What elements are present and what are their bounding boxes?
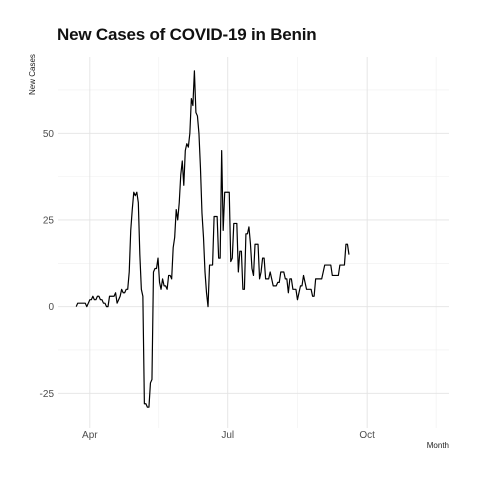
- x-tick-labels: Apr Jul Oct: [82, 430, 375, 441]
- series-line: [75, 70, 350, 408]
- x-tick-label: Jul: [221, 430, 234, 441]
- y-tick-label: -25: [40, 389, 55, 400]
- x-tick-label: Oct: [359, 430, 375, 441]
- x-axis-title: Month: [427, 441, 449, 450]
- y-tick-labels: -25 0 25 50: [40, 129, 55, 400]
- y-tick-label: 50: [43, 129, 55, 140]
- grid-minor: [58, 57, 449, 428]
- y-axis-title: New Cases: [28, 54, 37, 95]
- chart-title: New Cases of COVID-19 in Benin: [57, 25, 317, 44]
- y-tick-label: 25: [43, 215, 55, 226]
- x-tick-label: Apr: [82, 430, 98, 441]
- y-tick-label: 0: [48, 302, 54, 313]
- grid-major: [58, 57, 449, 428]
